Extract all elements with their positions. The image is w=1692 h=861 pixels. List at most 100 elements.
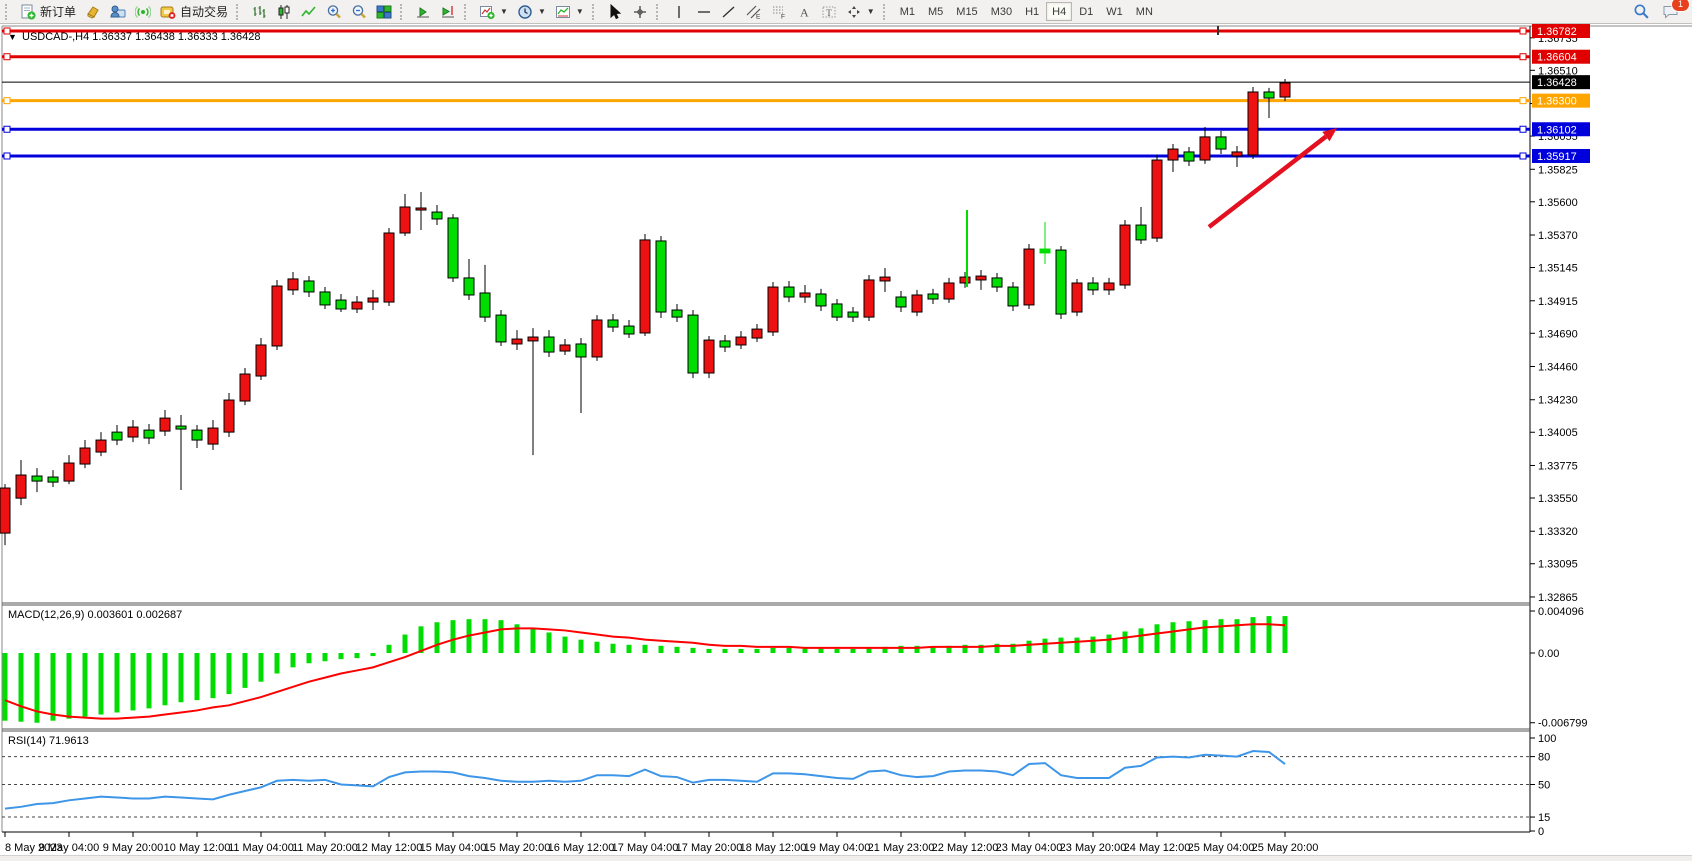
hline-handle[interactable] — [1519, 97, 1527, 105]
timeframe-m15[interactable]: M15 — [950, 2, 983, 21]
autotrading-button[interactable]: 自动交易 — [156, 1, 232, 22]
trendline-button[interactable] — [717, 1, 741, 22]
text-label-button[interactable]: T — [817, 1, 841, 22]
macd-bar — [898, 645, 904, 653]
profile-icon — [110, 5, 126, 17]
equidistant-channel-button[interactable]: E — [742, 1, 766, 22]
cursor-button[interactable] — [603, 1, 627, 22]
candle — [1135, 206, 1147, 244]
candle — [879, 267, 891, 292]
candle — [431, 204, 443, 226]
macd-bar — [482, 619, 488, 653]
chart-window[interactable]: 1.367351.365101.362801.360551.358251.356… — [0, 24, 1692, 861]
periods-button[interactable]: ▼ — [513, 1, 550, 22]
timeframe-m30[interactable]: M30 — [985, 2, 1018, 21]
svg-text:1.34915: 1.34915 — [1538, 296, 1578, 308]
timeframe-m1[interactable]: M1 — [894, 2, 921, 21]
hline-handle[interactable] — [3, 27, 11, 35]
hline-1.36782[interactable] — [2, 27, 1530, 35]
signal-button[interactable] — [131, 1, 155, 22]
new-order-button[interactable]: 新订单 — [16, 1, 80, 22]
toolbar-grip[interactable] — [464, 3, 470, 20]
indicators-icon — [480, 5, 495, 19]
dropdown-caret-icon: ▼ — [866, 7, 875, 16]
metaeditor-button[interactable] — [81, 1, 105, 22]
hline-handle[interactable] — [3, 53, 11, 61]
hline-1.36300[interactable] — [2, 97, 1530, 105]
macd-bar — [1010, 643, 1016, 653]
notification-badge[interactable]: 1 — [1671, 0, 1690, 12]
timeframe-w1[interactable]: W1 — [1100, 2, 1129, 21]
templates-button[interactable]: ▼ — [551, 1, 588, 22]
arrows-button[interactable]: ▼ — [842, 1, 879, 22]
price-badge-1.36604: 1.36604 — [1532, 49, 1590, 64]
crosshair-button[interactable] — [628, 1, 652, 22]
macd-bar — [1154, 624, 1160, 653]
price-badge-1.36102: 1.36102 — [1532, 122, 1590, 137]
macd-bar — [1250, 617, 1256, 653]
timeframe-h1[interactable]: H1 — [1019, 2, 1045, 21]
toolbar-grip[interactable] — [882, 3, 889, 20]
profile-button[interactable] — [106, 1, 130, 22]
timeframe-mn[interactable]: MN — [1130, 2, 1159, 21]
candle — [767, 281, 779, 337]
search-button[interactable] — [1629, 1, 1654, 22]
hline-handle[interactable] — [3, 97, 11, 105]
line-chart-button[interactable] — [297, 1, 321, 22]
autotrading-label: 自动交易 — [180, 5, 229, 19]
timeframe-d1[interactable]: D1 — [1073, 2, 1099, 21]
chart-shift-button[interactable] — [436, 1, 460, 22]
hline-1.35917[interactable] — [2, 152, 1530, 160]
toolbar-grip[interactable] — [5, 3, 11, 20]
toolbar-grip[interactable] — [655, 3, 662, 20]
chart-canvas[interactable]: 1.367351.365101.362801.360551.358251.356… — [0, 24, 1692, 861]
tile-windows-button[interactable] — [372, 1, 396, 22]
zoom-in-button[interactable] — [322, 1, 346, 22]
svg-text:1.36300: 1.36300 — [1537, 96, 1577, 108]
macd-bar — [50, 653, 56, 721]
candle — [959, 272, 971, 288]
candle — [15, 459, 27, 506]
candle — [1119, 219, 1131, 289]
timeframe-m5[interactable]: M5 — [922, 2, 949, 21]
timeframe-h4[interactable]: H4 — [1046, 2, 1073, 21]
svg-text:8 May 2023: 8 May 2023 — [5, 842, 62, 854]
candle — [111, 425, 123, 446]
hline-handle[interactable] — [1519, 53, 1527, 61]
macd-bar — [1058, 637, 1064, 653]
candle — [1215, 130, 1227, 154]
hline-handle[interactable] — [3, 125, 11, 133]
vertical-line-button[interactable] — [667, 1, 691, 22]
trend-arrow[interactable] — [1207, 128, 1337, 229]
macd-bar — [546, 632, 552, 653]
hline-handle[interactable] — [1519, 152, 1527, 160]
bar-chart-icon — [253, 5, 266, 18]
candle — [1167, 143, 1179, 173]
candle — [159, 409, 171, 437]
hline-1.36604[interactable] — [2, 53, 1530, 61]
hline-handle[interactable] — [3, 152, 11, 160]
toolbar-grip[interactable] — [591, 3, 598, 20]
macd-signal-line — [4, 623, 1286, 720]
hline-1.36102[interactable] — [2, 125, 1530, 133]
horizontal-line-button[interactable] — [692, 1, 716, 22]
candle — [1103, 277, 1115, 295]
toolbar-grip[interactable] — [400, 3, 406, 20]
indicators-button[interactable]: ▼ — [475, 1, 512, 22]
candlestick-chart-button[interactable] — [272, 1, 296, 22]
candle — [1199, 126, 1211, 164]
candle — [1055, 246, 1067, 319]
text-icon: A — [800, 5, 809, 19]
hline-handle[interactable] — [1519, 125, 1527, 133]
text-button[interactable]: A — [792, 1, 816, 22]
macd-bar — [306, 653, 312, 664]
bar-chart-button[interactable] — [247, 1, 271, 22]
macd-bar — [930, 646, 936, 653]
candle — [1023, 243, 1035, 309]
auto-scroll-button[interactable] — [411, 1, 435, 22]
hline-handle[interactable] — [1519, 27, 1527, 35]
zoom-out-button[interactable] — [347, 1, 371, 22]
fibonacci-button[interactable]: F — [767, 1, 791, 22]
toolbar-grip[interactable] — [236, 3, 242, 20]
